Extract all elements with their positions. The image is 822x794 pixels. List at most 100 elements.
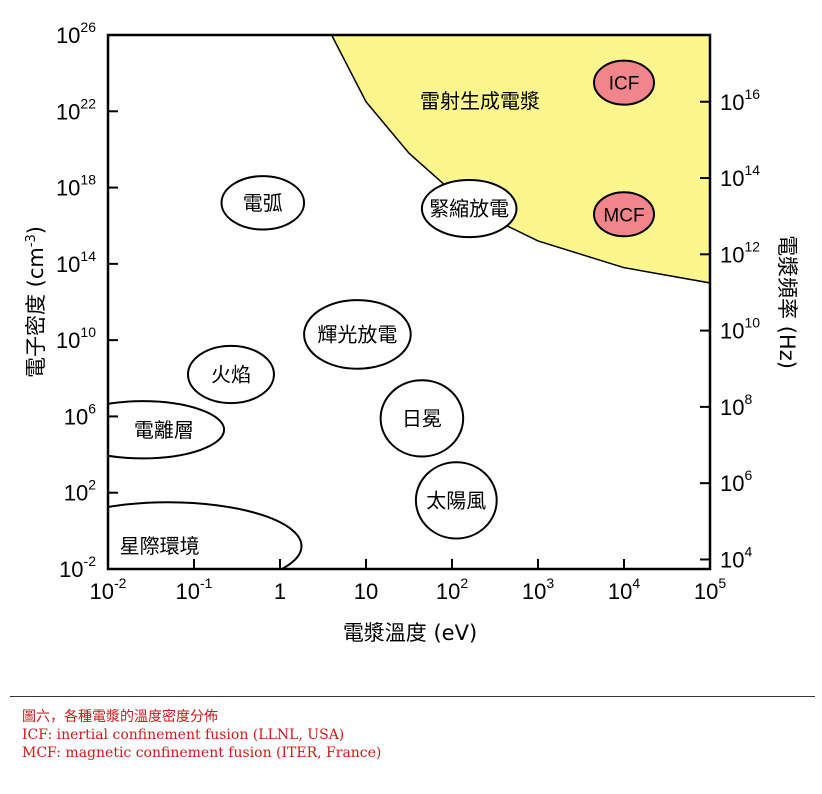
- caption-mcf: MCF: magnetic confinement fusion (ITER, …: [22, 745, 382, 761]
- x-tick-label-exp: 3: [546, 575, 554, 591]
- region-6: 電離層: [108, 400, 226, 460]
- region-3: 火焰: [186, 344, 275, 405]
- y-left-tick-label: 106: [64, 400, 96, 429]
- y-right-tick-label-exp: 8: [744, 391, 752, 407]
- x-tick-label: 10: [354, 579, 378, 604]
- y-left-tick-label-exp: -2: [84, 553, 97, 569]
- region-7: 星際環境: [108, 501, 303, 569]
- x-tick-label-exp: 4: [632, 575, 640, 591]
- laser-plasma-label: 雷射生成電漿: [420, 89, 540, 113]
- region-ellipse: [220, 175, 306, 231]
- region-label: 緊縮放電: [429, 197, 509, 221]
- y-left-tick-label-exp: 18: [80, 172, 96, 188]
- experiment-marker: [593, 59, 655, 106]
- y-right-tick-label-base: 10: [720, 471, 744, 496]
- experiment-icf: ICF: [593, 59, 655, 106]
- x-tick-label-base: 10: [90, 579, 114, 604]
- x-tick-label-base: 10: [522, 579, 546, 604]
- y-right-tick-label-base: 10: [720, 90, 744, 115]
- laser-plasma-region: [330, 35, 710, 284]
- caption-icf: ICF: inertial confinement fusion (LLNL, …: [22, 727, 345, 743]
- y-left-tick-label-base: 10: [56, 252, 80, 277]
- y-axis-left-label-exp: -3: [24, 234, 39, 247]
- y-left-tick-label-exp: 10: [80, 324, 96, 340]
- region-label: 太陽風: [426, 488, 486, 512]
- svg-text:電漿頻率 (Hz): 電漿頻率 (Hz): [775, 235, 799, 369]
- caption-divider: [10, 696, 815, 697]
- y-right-tick-label: 1010: [720, 315, 760, 344]
- x-tick-label-base: 1: [274, 579, 286, 604]
- y-right-tick-label-exp: 10: [744, 315, 760, 331]
- region-ellipse: [420, 178, 518, 239]
- svg-text:電子密度 (cm-3): 電子密度 (cm-3): [24, 226, 48, 378]
- region-ellipse: [379, 379, 465, 458]
- y-left-tick-label-base: 10: [64, 481, 88, 506]
- y-axis-left-label: 電子密度 (cm-3): [24, 226, 48, 378]
- region-label: 星際環境: [120, 534, 200, 558]
- y-left-tick-label-base: 10: [56, 23, 80, 48]
- region-label: 日冕: [402, 406, 442, 430]
- y-right-tick-label-base: 10: [720, 166, 744, 191]
- x-tick-label-exp: 2: [460, 575, 468, 591]
- y-right-tick-label-exp: 6: [744, 467, 752, 483]
- experiment-label: ICF: [609, 74, 640, 95]
- y-axis-right-label-main: 電漿頻率: [775, 235, 799, 319]
- x-axis-label: 電漿溫度 (eV): [343, 621, 477, 645]
- region-label: 電離層: [134, 418, 194, 442]
- region-1: 緊縮放電: [420, 178, 518, 239]
- region-2: 輝光放電: [303, 299, 412, 370]
- x-tick-label: 103: [522, 575, 554, 604]
- y-right-tick-label-exp: 14: [744, 162, 760, 178]
- y-right-tick-label-exp: 16: [744, 86, 760, 102]
- region-label: 火焰: [211, 362, 251, 386]
- region-ellipse: [108, 501, 303, 569]
- region-ellipse: [108, 400, 226, 460]
- y-left-tick-label: 10-2: [59, 553, 96, 582]
- x-tick-label-base: 10: [354, 579, 378, 604]
- x-tick-label-base: 10: [176, 579, 200, 604]
- y-right-tick-label: 1016: [720, 86, 760, 115]
- x-tick-label: 10-1: [176, 575, 213, 604]
- y-left-tick-label-base: 10: [56, 328, 80, 353]
- y-left-tick-label-base: 10: [56, 99, 80, 124]
- y-right-tick-label-base: 10: [720, 547, 744, 572]
- y-left-tick-label-exp: 2: [88, 477, 96, 493]
- y-left-tick-label-exp: 6: [88, 400, 96, 416]
- region-label: 輝光放電: [317, 322, 397, 346]
- y-right-tick-label: 1012: [720, 238, 760, 267]
- y-right-tick-label: 108: [720, 391, 752, 420]
- y-left-tick-label-base: 10: [59, 557, 83, 582]
- y-right-tick-label-exp: 12: [744, 238, 760, 254]
- x-tick-label-exp: 5: [718, 575, 726, 591]
- y-left-tick-label-base: 10: [56, 176, 80, 201]
- y-left-tick-label-exp: 22: [80, 95, 96, 111]
- region-label: 電弧: [243, 191, 283, 215]
- y-left-tick-label: 102: [64, 477, 96, 506]
- y-axis-right-label: 電漿頻率 (Hz): [775, 235, 799, 369]
- plot-frame: [106, 33, 712, 571]
- y-left-tick-label: 1010: [56, 324, 96, 353]
- x-tick-label-base: 10: [436, 579, 460, 604]
- experiment-marker: [593, 191, 655, 238]
- experiment-mcf: MCF: [593, 191, 655, 238]
- y-axis-left-label-end: ): [24, 226, 48, 234]
- y-right-tick-label: 104: [720, 543, 752, 572]
- y-axis-left-label-main: 電子密度 (cm: [24, 247, 48, 378]
- x-tick-label: 10-2: [90, 575, 127, 604]
- region-4: 日冕: [379, 379, 465, 458]
- y-left-tick-label-base: 10: [64, 404, 88, 429]
- x-tick-label-exp: -1: [200, 575, 213, 591]
- x-tick-label: 102: [436, 575, 468, 604]
- y-left-tick-label: 1018: [56, 172, 96, 201]
- region-ellipse: [414, 461, 498, 540]
- x-tick-label-exp: -2: [114, 575, 127, 591]
- x-tick-label-base: 10: [608, 579, 632, 604]
- region-ellipse: [186, 344, 275, 405]
- y-axis-right-label-unit: (Hz): [775, 326, 799, 369]
- y-right-tick-label: 106: [720, 467, 752, 496]
- figure-caption: 圖六，各種電漿的溫度密度分佈 ICF: inertial confinement…: [22, 708, 802, 762]
- y-right-tick-label-base: 10: [720, 319, 744, 344]
- y-left-tick-label-exp: 14: [80, 248, 96, 264]
- y-right-tick-label: 1014: [720, 162, 760, 191]
